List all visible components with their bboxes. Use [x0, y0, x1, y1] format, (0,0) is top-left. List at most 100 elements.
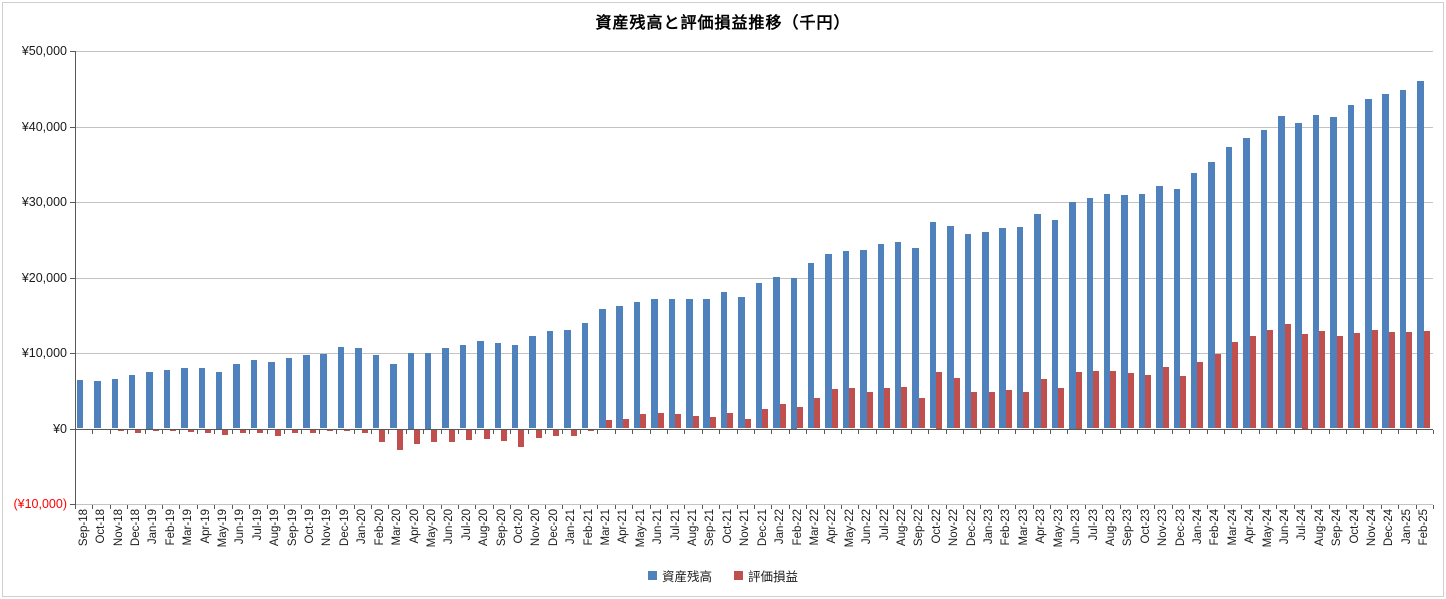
valuation-gain-loss-bar	[431, 429, 438, 443]
category-axis-tick	[1311, 429, 1313, 434]
x-axis-tick-label: Feb-25	[1418, 509, 1431, 546]
valuation-gain-loss-bar	[466, 429, 473, 441]
x-axis-tick-label: May-20	[425, 509, 438, 548]
valuation-gain-loss-bar	[1127, 373, 1134, 429]
category-axis-tick	[649, 505, 651, 509]
y-axis-tick	[70, 277, 75, 279]
valuation-gain-loss-bar	[779, 404, 786, 429]
x-axis-tick-label: Apr-20	[408, 509, 421, 544]
category-axis-tick	[75, 505, 76, 509]
category-axis-tick	[545, 505, 547, 509]
category-axis-tick	[684, 429, 686, 434]
category-axis-tick	[144, 429, 146, 434]
asset-balance-bar	[947, 226, 954, 429]
valuation-gain-loss-bar	[535, 429, 542, 438]
asset-balance-bar	[424, 353, 432, 429]
valuation-gain-loss-bar	[1301, 334, 1308, 429]
category-axis-tick	[266, 505, 268, 509]
asset-balance-bar	[686, 298, 693, 429]
asset-balance-bar	[581, 322, 589, 429]
category-axis-tick	[875, 505, 877, 509]
valuation-gain-loss-bar	[1267, 330, 1274, 429]
asset-balance-bar	[1399, 89, 1407, 429]
category-axis-tick	[92, 505, 94, 509]
valuation-gain-loss-bar	[361, 429, 368, 434]
asset-balance-bar	[372, 355, 380, 429]
category-axis-tick	[666, 429, 668, 434]
x-axis-tick-label: Sep-20	[495, 509, 508, 547]
valuation-gain-loss-bar	[953, 377, 960, 429]
category-axis-tick	[823, 429, 825, 434]
category-axis-tick	[458, 505, 460, 509]
category-axis-tick	[370, 429, 372, 434]
valuation-gain-loss-bar	[483, 429, 490, 439]
valuation-gain-loss-bar	[1005, 389, 1012, 429]
category-axis-tick	[353, 505, 355, 509]
category-axis-tick	[1171, 505, 1173, 509]
x-axis-tick-label: Jan-25	[1400, 509, 1413, 545]
asset-balance-bar	[337, 346, 345, 429]
category-axis-tick	[196, 505, 198, 509]
category-axis-tick	[1119, 505, 1121, 509]
category-axis-tick	[1293, 429, 1295, 434]
asset-balance-bar	[146, 371, 153, 429]
category-axis-tick	[1189, 429, 1191, 434]
category-axis-tick	[405, 429, 407, 434]
x-axis-tick-label: Nov-20	[530, 509, 543, 547]
y-axis-tick-label: (¥10,000)	[13, 497, 67, 511]
x-axis-tick-label: Apr-22	[826, 509, 839, 544]
x-axis-tick-label: Oct-18	[95, 509, 108, 544]
valuation-gain-loss-bar	[622, 418, 629, 429]
y-axis-tick	[70, 202, 75, 203]
category-axis-tick	[788, 505, 790, 509]
category-axis-tick	[162, 429, 164, 434]
asset-balance-bar	[268, 362, 275, 429]
valuation-gain-loss-bar	[222, 429, 229, 435]
asset-balance-bar	[1312, 115, 1320, 429]
x-axis-tick-label: Mar-20	[391, 509, 404, 546]
category-axis-tick	[1276, 429, 1278, 434]
legend: 資産残高 評価損益	[0, 566, 1446, 585]
valuation-gain-loss-bar	[1214, 353, 1221, 429]
category-axis-tick	[1015, 429, 1017, 434]
asset-balance-bar	[1190, 172, 1198, 429]
category-axis-tick	[1276, 505, 1278, 509]
category-axis-tick	[283, 505, 285, 509]
asset-balance-bar	[703, 299, 710, 429]
legend-item-asset-balance: 資産残高	[647, 566, 712, 585]
asset-balance-bar	[807, 263, 815, 429]
category-axis-tick	[249, 505, 251, 509]
asset-balance-bar	[442, 348, 449, 429]
category-axis-tick	[1258, 429, 1260, 434]
valuation-gain-loss-bar	[187, 429, 194, 432]
asset-balance-bar	[1086, 198, 1093, 429]
category-axis-tick	[336, 505, 338, 509]
category-axis-tick	[1049, 429, 1051, 434]
category-axis-tick	[109, 505, 111, 509]
category-axis-tick	[318, 505, 320, 509]
category-axis-tick	[1433, 429, 1434, 434]
category-axis-tick	[562, 505, 564, 509]
category-axis-tick	[336, 429, 338, 434]
category-axis-tick	[109, 429, 111, 434]
valuation-gain-loss-bar	[1319, 331, 1326, 429]
category-axis-tick	[196, 429, 198, 434]
valuation-gain-loss-bar	[1145, 374, 1152, 429]
asset-balance-bar	[1417, 81, 1424, 429]
category-axis-tick	[875, 429, 877, 434]
valuation-gain-loss-bar	[501, 429, 508, 441]
category-axis-tick	[928, 505, 930, 509]
x-axis-tick-label: Jun-21	[652, 509, 665, 545]
category-axis-tick	[806, 429, 808, 434]
category-axis-tick	[893, 505, 895, 509]
x-axis-tick-label: Dec-21	[756, 509, 769, 547]
category-axis-tick	[1415, 505, 1417, 509]
y-gridline	[75, 504, 1433, 505]
x-axis-tick-label: Jun-20	[443, 509, 456, 545]
category-axis-tick	[1032, 429, 1034, 434]
asset-balance-bar	[790, 277, 798, 429]
category-axis-tick	[579, 429, 581, 434]
x-axis-tick-label: May-19	[216, 509, 229, 548]
category-axis-tick	[614, 505, 616, 509]
x-axis-tick-label: Oct-23	[1139, 509, 1152, 544]
